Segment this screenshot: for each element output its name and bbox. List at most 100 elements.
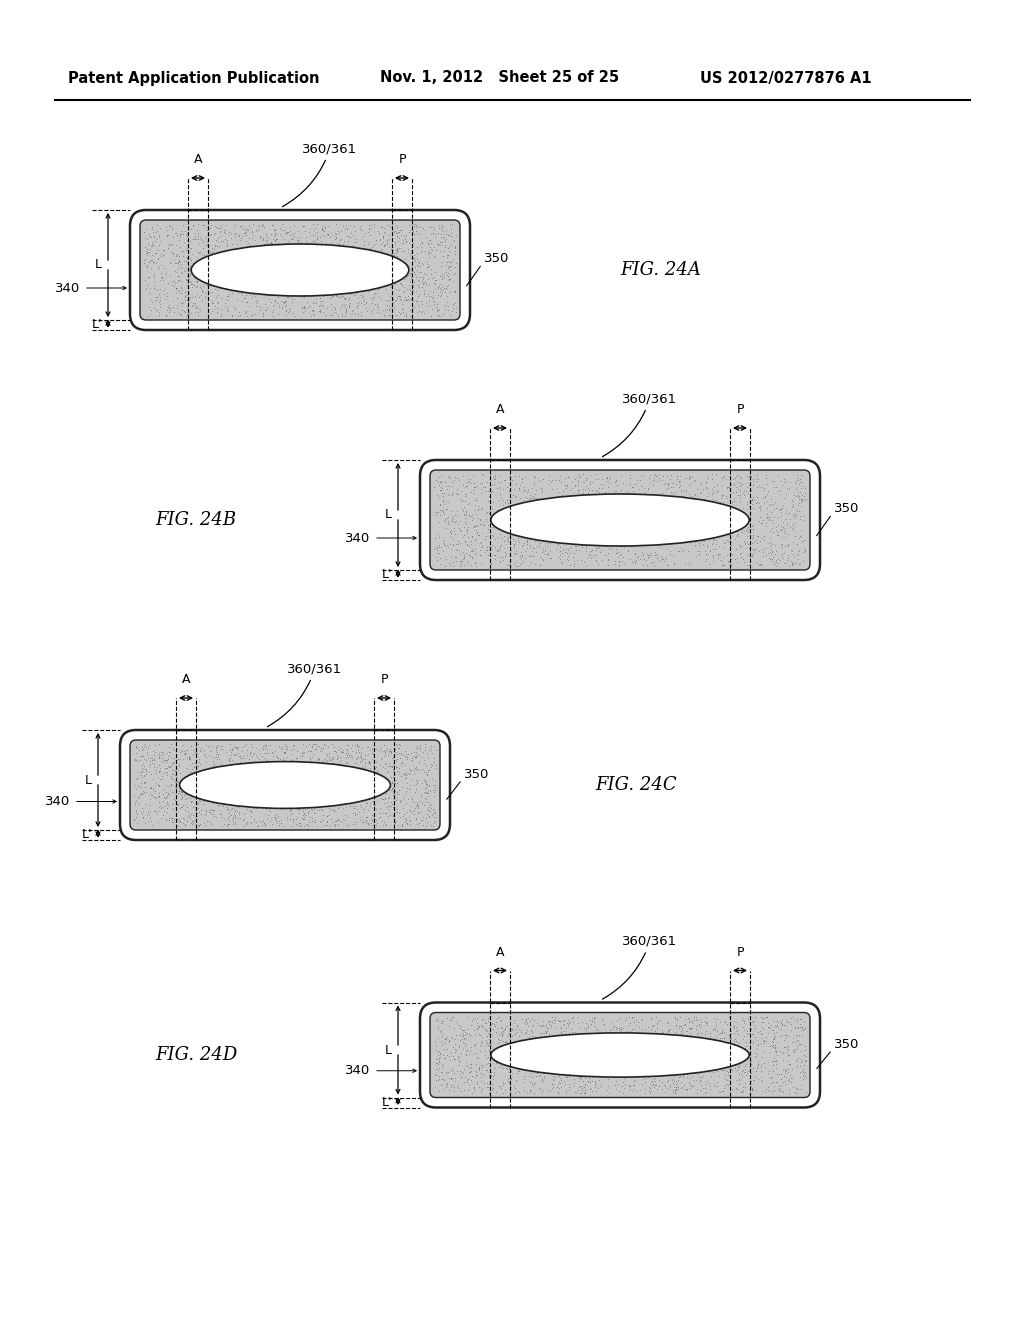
Point [206,223,222,244]
Point [269,805,286,826]
Point [423,243,439,264]
Point [189,742,206,763]
Point [632,532,648,553]
Point [594,1024,610,1045]
Point [452,1055,468,1076]
Point [677,496,693,517]
Point [460,494,476,515]
Point [376,812,392,833]
Point [365,273,381,294]
Point [292,799,308,820]
Point [217,796,233,817]
Point [708,482,724,503]
Point [302,748,318,770]
Point [676,540,692,561]
Point [557,467,573,488]
Point [316,249,333,271]
Point [138,793,155,814]
Point [290,220,306,242]
Point [410,251,426,272]
Point [360,771,377,792]
Point [431,479,447,500]
Point [723,1023,739,1044]
Point [140,755,157,776]
Point [729,520,745,541]
Point [311,294,328,315]
Point [399,763,416,784]
Point [262,223,279,244]
Point [391,280,408,301]
Point [709,1020,725,1041]
Point [372,754,388,775]
Point [205,766,221,787]
Point [310,748,327,770]
Point [349,239,366,260]
Point [436,510,453,531]
Point [753,512,769,533]
Point [505,1036,521,1057]
Point [462,546,478,568]
Point [206,747,222,768]
Point [323,255,339,276]
Point [431,1057,447,1078]
Point [188,297,205,318]
Point [613,487,630,508]
Point [286,234,302,255]
Point [494,502,510,523]
Point [757,1081,773,1102]
Point [783,1007,800,1028]
Point [574,487,591,508]
Point [321,215,337,236]
Point [176,289,193,310]
Text: US 2012/0277876 A1: US 2012/0277876 A1 [700,70,871,86]
Point [415,273,431,294]
Point [715,1048,731,1069]
Point [686,1061,702,1082]
Point [474,1026,490,1047]
Point [214,240,230,261]
Point [640,546,656,568]
Point [682,1016,698,1038]
Point [604,1060,621,1081]
Point [385,288,401,309]
Point [444,533,461,554]
Point [354,774,371,795]
Point [141,754,158,775]
Point [534,549,550,570]
Point [436,227,453,248]
Point [293,279,309,300]
Point [775,512,792,533]
Point [454,1041,470,1063]
Point [314,259,331,280]
Point [702,1023,719,1044]
Point [602,469,618,490]
Point [637,1082,653,1104]
Point [394,814,411,836]
Point [519,482,536,503]
Point [210,746,226,767]
Point [225,251,242,272]
Point [342,737,358,758]
Point [657,548,674,569]
Point [617,1036,634,1057]
Point [580,517,596,539]
Point [603,1032,620,1053]
Point [560,1057,577,1078]
Point [627,544,643,565]
Point [282,244,298,265]
Point [276,789,293,810]
Point [628,1010,644,1031]
Point [213,276,229,297]
Point [169,269,185,290]
Point [133,776,150,797]
Point [479,471,496,492]
Point [636,1069,652,1090]
Point [230,762,247,783]
Point [638,549,654,570]
Point [371,272,387,293]
Point [622,473,638,494]
Point [600,549,616,570]
Point [466,1019,482,1040]
Point [516,477,532,498]
Point [498,1031,514,1052]
